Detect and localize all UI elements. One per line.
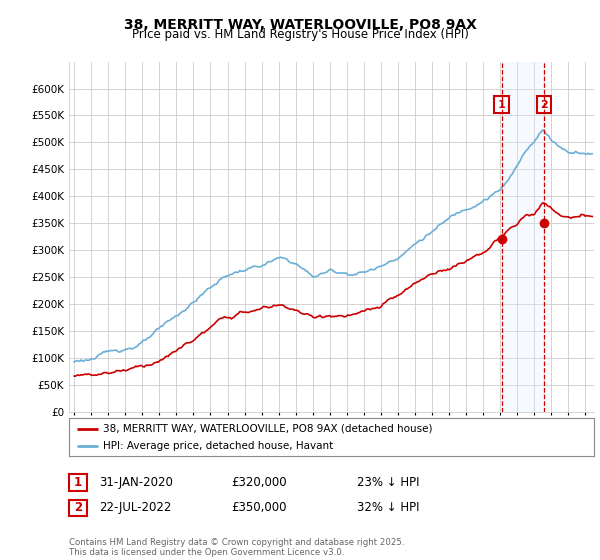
Text: 31-JAN-2020: 31-JAN-2020 [99, 476, 173, 489]
Text: £320,000: £320,000 [231, 476, 287, 489]
Text: 23% ↓ HPI: 23% ↓ HPI [357, 476, 419, 489]
Text: 38, MERRITT WAY, WATERLOOVILLE, PO8 9AX (detached house): 38, MERRITT WAY, WATERLOOVILLE, PO8 9AX … [103, 423, 433, 433]
Text: 2: 2 [74, 501, 82, 515]
Text: 22-JUL-2022: 22-JUL-2022 [99, 501, 172, 515]
Text: Contains HM Land Registry data © Crown copyright and database right 2025.
This d: Contains HM Land Registry data © Crown c… [69, 538, 404, 557]
Text: Price paid vs. HM Land Registry's House Price Index (HPI): Price paid vs. HM Land Registry's House … [131, 28, 469, 41]
Bar [502, 62, 544, 412]
Text: 1: 1 [498, 100, 505, 110]
Text: 2: 2 [540, 100, 548, 110]
Text: 38, MERRITT WAY, WATERLOOVILLE, PO8 9AX: 38, MERRITT WAY, WATERLOOVILLE, PO8 9AX [124, 18, 476, 32]
Text: £350,000: £350,000 [231, 501, 287, 515]
Text: HPI: Average price, detached house, Havant: HPI: Average price, detached house, Hava… [103, 441, 334, 451]
Text: 1: 1 [74, 476, 82, 489]
Text: 32% ↓ HPI: 32% ↓ HPI [357, 501, 419, 515]
